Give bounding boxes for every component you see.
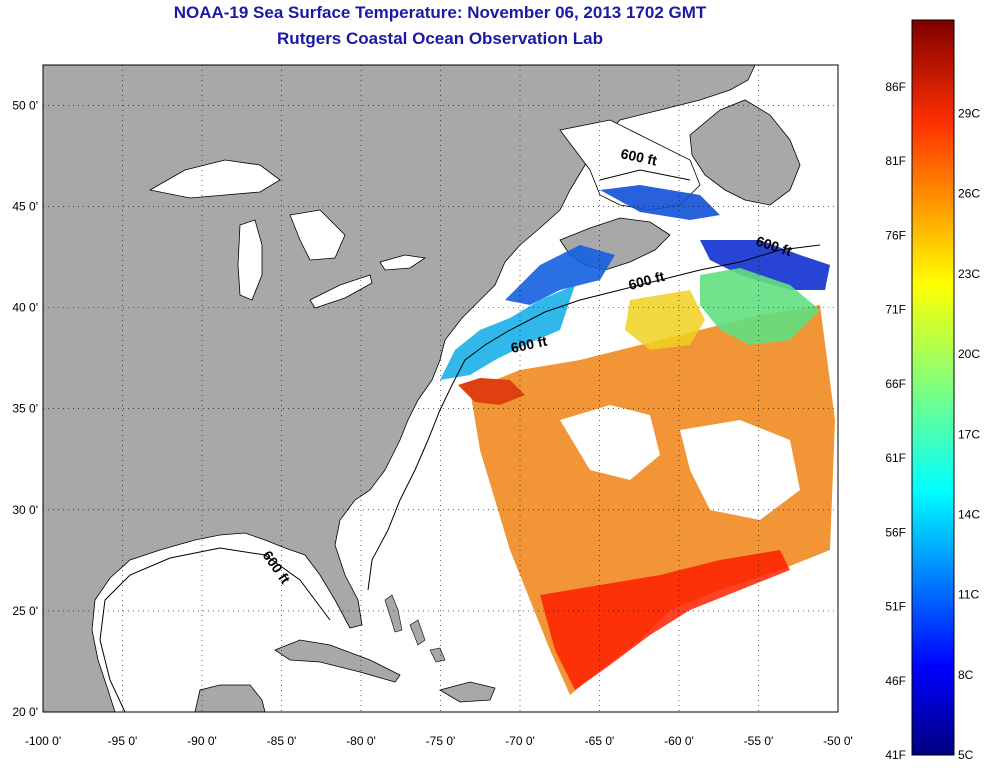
- sst-swath-hot: [540, 550, 790, 690]
- colorbar-c-label: 26C: [958, 187, 980, 201]
- colorbar-c-label: 29C: [958, 107, 980, 121]
- sst-scotian-shelf: [600, 185, 720, 220]
- lon-tick-label: -55 0': [744, 734, 774, 748]
- colorbar-f-label: 61F: [885, 451, 906, 465]
- lake-superior: [148, 159, 281, 199]
- lat-tick-label: 50 0': [12, 98, 38, 112]
- lake-huron: [289, 209, 346, 261]
- lon-tick-label: -100 0': [25, 734, 61, 748]
- colorbar-c-label: 5C: [958, 748, 974, 762]
- lat-tick-label: 20 0': [12, 705, 38, 719]
- newfoundland-land: [689, 99, 801, 206]
- colorbar: [911, 19, 955, 756]
- lon-tick-label: -80 0': [346, 734, 376, 748]
- lake-michigan: [237, 219, 263, 301]
- colorbar-c-label: 14C: [958, 507, 980, 521]
- lat-tick-label: 45 0': [12, 200, 38, 214]
- sst-grand-banks-cold: [700, 240, 830, 290]
- map-frame: [42, 64, 839, 713]
- map-title: NOAA-19 Sea Surface Temperature: Novembe…: [173, 3, 707, 22]
- cuba-land: [274, 639, 401, 683]
- colorbar-f-label: 41F: [885, 748, 906, 762]
- colorbar-f-label: 66F: [885, 377, 906, 391]
- lon-tick-label: -65 0': [585, 734, 615, 748]
- sst-shelf-cool: [440, 285, 575, 380]
- lon-tick-label: -90 0': [187, 734, 217, 748]
- sst-shelf-cold: [505, 245, 615, 305]
- lon-tick-label: -75 0': [426, 734, 456, 748]
- lat-tick-label: 30 0': [12, 503, 38, 517]
- isobath-600ft-north: [599, 169, 691, 181]
- lon-tick-label: -70 0': [505, 734, 535, 748]
- lat-tick-label: 35 0': [12, 402, 38, 416]
- colorbar-c-label: 8C: [958, 668, 974, 682]
- lat-tick-label: 25 0': [12, 604, 38, 618]
- colorbar-f-label: 76F: [885, 228, 906, 242]
- isobath-600ft: [367, 244, 821, 591]
- colorbar-f-label: 71F: [885, 303, 906, 317]
- colorbar-f-label: 51F: [885, 600, 906, 614]
- sst-gulf-stream: [458, 378, 525, 405]
- north-america-land: [43, 65, 756, 712]
- lat-tick-label: 40 0': [12, 301, 38, 315]
- bahamas-land: [384, 594, 446, 663]
- lake-ontario: [379, 254, 427, 271]
- colorbar-c-label: 20C: [958, 347, 980, 361]
- hispaniola-land: [438, 681, 496, 703]
- colorbar-c-label: 11C: [958, 588, 979, 602]
- cloud-gap: [560, 405, 660, 480]
- lon-tick-label: -60 0': [664, 734, 694, 748]
- cloud-gap: [680, 420, 800, 520]
- yucatan-land: [194, 684, 266, 712]
- colorbar-f-label: 81F: [885, 154, 906, 168]
- colorbar-f-label: 46F: [885, 674, 906, 688]
- map-subtitle: Rutgers Coastal Ocean Observation Lab: [277, 29, 603, 48]
- sst-mid-shelf-yellow: [625, 290, 705, 350]
- colorbar-f-label: 56F: [885, 525, 906, 539]
- isobath-600ft-gulf: [99, 547, 331, 712]
- colorbar-c-label: 23C: [958, 267, 980, 281]
- lon-tick-label: -50 0': [823, 734, 853, 748]
- contour-label: 600 ft: [509, 333, 548, 356]
- sst-grand-banks-mixed: [700, 268, 820, 345]
- lon-tick-label: -95 0': [108, 734, 138, 748]
- contour-label: 600 ft: [619, 145, 658, 168]
- colorbar-f-label: 86F: [885, 80, 906, 94]
- colorbar-c-label: 17C: [958, 427, 980, 441]
- lake-erie: [309, 274, 373, 309]
- lon-tick-label: -85 0': [267, 734, 297, 748]
